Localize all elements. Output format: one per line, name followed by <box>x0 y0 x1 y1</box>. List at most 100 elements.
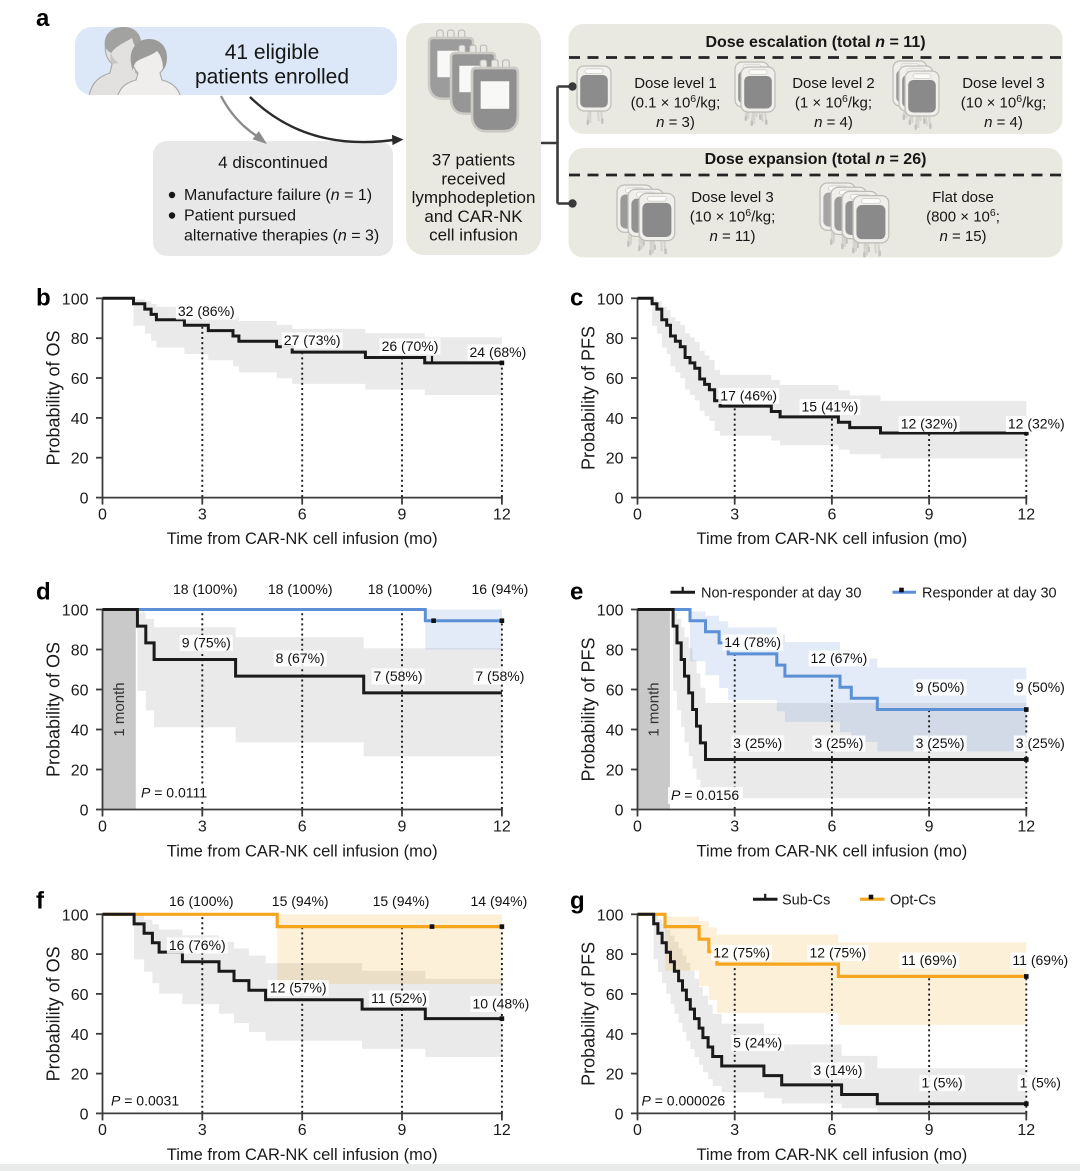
svg-text:3: 3 <box>730 1122 739 1139</box>
svg-text:0: 0 <box>80 803 89 820</box>
svg-text:27 (73%): 27 (73%) <box>284 332 341 348</box>
svg-text:12: 12 <box>1017 507 1035 524</box>
svg-text:Time from CAR-NK cell infusion: Time from CAR-NK cell infusion (mo) <box>697 530 968 548</box>
svg-text:1 (5%): 1 (5%) <box>921 1075 962 1091</box>
svg-text:n = 15): n = 15) <box>939 228 986 245</box>
svg-text:14 (78%): 14 (78%) <box>724 634 781 650</box>
svg-text:15 (41%): 15 (41%) <box>801 399 858 415</box>
svg-text:20: 20 <box>606 451 624 468</box>
svg-text:received: received <box>441 169 505 188</box>
svg-text:0: 0 <box>615 491 624 508</box>
svg-text:e: e <box>570 579 583 606</box>
svg-text:Responder at day 30: Responder at day 30 <box>922 586 1057 602</box>
svg-text:6: 6 <box>298 819 307 836</box>
svg-text:3: 3 <box>730 507 739 524</box>
svg-text:n = 4): n = 4) <box>814 114 853 131</box>
svg-text:1 month: 1 month <box>646 682 663 736</box>
svg-text:Probability of OS: Probability of OS <box>43 642 63 777</box>
svg-text:40: 40 <box>71 411 89 428</box>
svg-text:37 patients: 37 patients <box>432 151 515 170</box>
svg-text:Manufacture failure (n = 1): Manufacture failure (n = 1) <box>184 187 372 204</box>
svg-text:100: 100 <box>62 603 89 620</box>
svg-text:100: 100 <box>597 291 624 308</box>
svg-text:alternative therapies (n = 3): alternative therapies (n = 3) <box>184 228 379 245</box>
svg-text:12: 12 <box>1017 1122 1035 1139</box>
svg-text:6: 6 <box>827 819 836 836</box>
svg-text:0: 0 <box>80 491 89 508</box>
svg-text:20: 20 <box>606 763 624 780</box>
svg-text:5 (24%): 5 (24%) <box>733 1035 782 1051</box>
svg-text:9 (50%): 9 (50%) <box>1016 679 1065 695</box>
svg-text:Non-responder at day 30: Non-responder at day 30 <box>701 586 861 602</box>
svg-text:6: 6 <box>298 1122 307 1139</box>
svg-text:and CAR-NK: and CAR-NK <box>424 207 523 226</box>
svg-text:12 (67%): 12 (67%) <box>810 650 867 666</box>
svg-text:60: 60 <box>606 371 624 388</box>
svg-text:Time from CAR-NK cell infusion: Time from CAR-NK cell infusion (mo) <box>697 1146 968 1164</box>
svg-text:6: 6 <box>298 507 307 524</box>
svg-text:Dose expansion (total n = 26): Dose expansion (total n = 26) <box>705 151 927 168</box>
svg-text:b: b <box>36 285 51 312</box>
svg-text:c: c <box>570 285 583 312</box>
svg-text:40: 40 <box>606 411 624 428</box>
svg-text:1 month: 1 month <box>111 682 128 736</box>
svg-text:P = 0.000026: P = 0.000026 <box>642 1093 726 1109</box>
svg-text:12 (32%): 12 (32%) <box>1008 416 1065 432</box>
svg-text:15 (94%): 15 (94%) <box>272 893 329 909</box>
svg-text:11 (69%): 11 (69%) <box>1012 952 1068 968</box>
svg-text:(10 × 106/kg;: (10 × 106/kg; <box>690 207 776 226</box>
svg-text:Probability of OS: Probability of OS <box>43 330 63 465</box>
svg-text:17 (46%): 17 (46%) <box>720 388 777 404</box>
svg-text:3 (25%): 3 (25%) <box>916 735 965 751</box>
svg-text:P = 0.0156: P = 0.0156 <box>671 787 739 803</box>
svg-text:(800 × 106;: (800 × 106; <box>926 207 1000 226</box>
svg-text:100: 100 <box>62 907 89 924</box>
svg-text:0: 0 <box>98 819 107 836</box>
svg-text:60: 60 <box>606 683 624 700</box>
svg-text:(10 × 106/kg;: (10 × 106/kg; <box>961 93 1047 112</box>
svg-text:3: 3 <box>198 1122 207 1139</box>
svg-text:Dose level 3: Dose level 3 <box>691 189 774 206</box>
svg-text:40: 40 <box>606 1027 624 1044</box>
svg-text:80: 80 <box>606 947 624 964</box>
svg-text:80: 80 <box>71 947 89 964</box>
svg-text:8 (67%): 8 (67%) <box>276 650 325 666</box>
svg-text:15 (94%): 15 (94%) <box>373 893 430 909</box>
svg-text:9: 9 <box>398 819 407 836</box>
svg-text:P = 0.0031: P = 0.0031 <box>111 1093 179 1109</box>
svg-text:0: 0 <box>633 507 642 524</box>
svg-text:n = 11): n = 11) <box>709 228 755 245</box>
svg-text:1 (5%): 1 (5%) <box>1020 1075 1061 1091</box>
svg-text:18 (100%): 18 (100%) <box>268 581 333 597</box>
svg-text:20: 20 <box>71 1067 89 1084</box>
svg-text:6: 6 <box>827 507 836 524</box>
svg-text:16 (100%): 16 (100%) <box>169 893 234 909</box>
svg-text:100: 100 <box>597 603 624 620</box>
svg-text:0: 0 <box>80 1106 89 1123</box>
svg-text:Time from CAR-NK cell infusion: Time from CAR-NK cell infusion (mo) <box>697 843 968 861</box>
svg-text:0: 0 <box>615 803 624 820</box>
svg-text:0: 0 <box>633 819 642 836</box>
svg-text:9 (75%): 9 (75%) <box>182 635 231 651</box>
svg-text:40: 40 <box>71 723 89 740</box>
svg-text:Dose level 3: Dose level 3 <box>962 75 1045 92</box>
svg-text:12: 12 <box>493 507 511 524</box>
svg-text:(1 × 106/kg;: (1 × 106/kg; <box>795 93 872 112</box>
svg-text:P = 0.0111: P = 0.0111 <box>141 785 207 801</box>
svg-text:Dose level 2: Dose level 2 <box>792 75 875 92</box>
svg-text:7 (58%): 7 (58%) <box>373 668 422 684</box>
svg-text:12: 12 <box>493 819 511 836</box>
svg-text:6: 6 <box>827 1122 836 1139</box>
svg-text:Probability of PFS: Probability of PFS <box>578 942 598 1086</box>
svg-text:d: d <box>36 579 51 606</box>
svg-text:80: 80 <box>606 331 624 348</box>
svg-text:100: 100 <box>597 907 624 924</box>
svg-text:f: f <box>36 888 45 915</box>
svg-text:60: 60 <box>71 683 89 700</box>
svg-text:60: 60 <box>71 987 89 1004</box>
svg-text:g: g <box>570 888 585 915</box>
svg-text:lymphodepletion: lymphodepletion <box>412 188 536 207</box>
svg-text:16 (76%): 16 (76%) <box>169 937 226 953</box>
svg-text:3 (25%): 3 (25%) <box>814 735 863 751</box>
svg-text:(0.1 × 106/kg;: (0.1 × 106/kg; <box>631 93 721 112</box>
